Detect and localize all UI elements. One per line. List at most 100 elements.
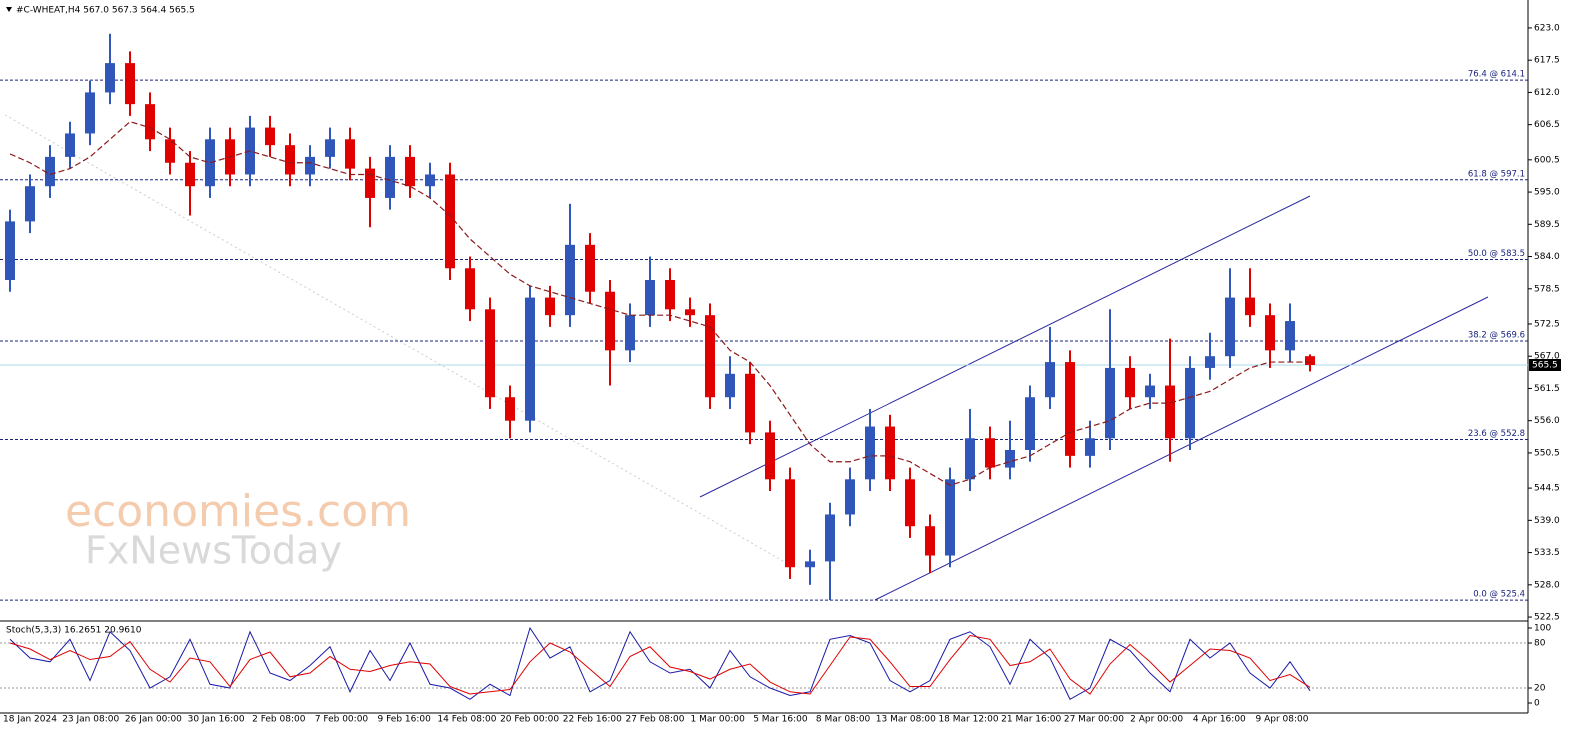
candle-body: [825, 514, 835, 562]
candle-body: [1245, 297, 1255, 316]
price-label-bg: [1529, 359, 1561, 371]
candle-body: [405, 156, 415, 187]
candle-body: [325, 139, 335, 157]
candle-body: [1225, 297, 1235, 357]
stoch-line: [9, 626, 1311, 700]
candle-body: [1305, 356, 1315, 365]
candle-body: [745, 373, 755, 433]
candle-body: [305, 156, 315, 175]
y-tick-label: 528.0: [1534, 580, 1560, 590]
fib-label: 23.6 @ 552.8: [1468, 429, 1525, 439]
candle-body: [1065, 362, 1075, 456]
candle-body: [805, 561, 815, 568]
y-tick-label: 584.0: [1534, 252, 1560, 262]
candle-body: [705, 315, 715, 398]
candle-body: [385, 156, 395, 198]
trend-line: [4, 114, 791, 566]
chart-title: #C-WHEAT,H4 567.0 567.3 564.4 565.5: [16, 6, 195, 16]
fib-label: 0.0 @ 525.4: [1473, 590, 1525, 600]
y-tick-label: 100: [1534, 624, 1551, 634]
candle-body: [785, 479, 795, 568]
candle-body: [565, 244, 575, 316]
menu-icon: [6, 7, 12, 12]
y-tick-label: 612.0: [1534, 88, 1560, 98]
x-tick-label: 27 Mar 00:00: [1064, 715, 1124, 725]
candle-body: [1025, 397, 1035, 450]
y-tick-label: 544.5: [1534, 484, 1560, 494]
x-tick-label: 7 Feb 00:00: [315, 715, 369, 725]
candle-body: [5, 221, 15, 280]
y-tick-label: 0: [1534, 699, 1540, 709]
candle-body: [465, 268, 475, 310]
x-tick-label: 9 Apr 08:00: [1256, 715, 1309, 725]
x-tick-label: 18 Jan 2024: [3, 715, 57, 725]
y-tick-label: 623.0: [1534, 23, 1560, 33]
candle-body: [905, 479, 915, 527]
candle-body: [685, 309, 695, 316]
x-tick-label: 8 Mar 08:00: [816, 715, 871, 725]
candle-body: [1285, 321, 1295, 351]
x-tick-label: 1 Mar 00:00: [691, 715, 746, 725]
y-tick-label: 556.0: [1534, 416, 1560, 426]
watermark: FxNewsToday: [85, 529, 342, 573]
candle-body: [45, 156, 55, 187]
x-tick-label: 5 Mar 16:00: [753, 715, 808, 725]
y-tick-label: 595.0: [1534, 188, 1560, 198]
fib-label: 38.2 @ 569.6: [1468, 330, 1525, 340]
fib-label: 61.8 @ 597.1: [1468, 169, 1525, 179]
fib-label: 50.0 @ 583.5: [1468, 249, 1525, 259]
y-tick-label: 80: [1534, 639, 1546, 649]
candle-body: [665, 280, 675, 310]
candle-body: [65, 133, 75, 157]
candle-body: [85, 92, 95, 134]
x-tick-label: 9 Feb 16:00: [378, 715, 432, 725]
candle-body: [265, 127, 275, 146]
x-tick-label: 4 Apr 16:00: [1193, 715, 1246, 725]
y-tick-label: 561.5: [1534, 384, 1560, 394]
candle-body: [1125, 367, 1135, 398]
candle-body: [505, 397, 515, 421]
candle-body: [845, 479, 855, 515]
y-tick-label: 589.5: [1534, 220, 1560, 230]
x-tick-label: 21 Mar 16:00: [1001, 715, 1061, 725]
y-tick-label: 578.5: [1534, 284, 1560, 294]
y-tick-label: 600.5: [1534, 155, 1560, 165]
candle-body: [1145, 385, 1155, 398]
candle-body: [365, 168, 375, 198]
y-tick-label: 606.5: [1534, 120, 1560, 130]
candle-body: [545, 297, 555, 316]
candle-body: [125, 63, 135, 105]
y-tick-label: 522.5: [1534, 613, 1560, 623]
candle-body: [605, 291, 615, 351]
candle-body: [165, 139, 175, 163]
candle-body: [105, 63, 115, 93]
moving-average: [9, 121, 1310, 486]
y-tick-label: 20: [1534, 684, 1546, 694]
candle-body: [445, 174, 455, 269]
candle-body: [1105, 367, 1115, 439]
x-tick-label: 2 Apr 00:00: [1130, 715, 1183, 725]
x-tick-label: 23 Jan 08:00: [62, 715, 119, 725]
x-tick-label: 2 Feb 08:00: [252, 715, 306, 725]
candle-body: [185, 162, 195, 187]
x-tick-label: 20 Feb 00:00: [500, 715, 559, 725]
y-tick-label: 539.0: [1534, 516, 1560, 526]
candle-body: [1005, 450, 1015, 468]
candle-body: [425, 174, 435, 187]
candle-body: [1205, 356, 1215, 368]
candle-body: [945, 479, 955, 556]
candle-body: [865, 426, 875, 480]
candle-body: [1165, 385, 1175, 439]
channel-lower: [874, 296, 1489, 601]
candle-body: [1265, 315, 1275, 351]
x-tick-label: 22 Feb 16:00: [563, 715, 622, 725]
candle-body: [25, 186, 35, 222]
current-price-label: 565.5: [1532, 361, 1558, 371]
candle-body: [345, 139, 355, 169]
candle-body: [1185, 367, 1195, 439]
indicator-title: Stoch(5,3,3) 16.2651 20.9610: [6, 626, 142, 636]
y-tick-label: 550.5: [1534, 448, 1560, 458]
x-tick-label: 30 Jan 16:00: [188, 715, 245, 725]
